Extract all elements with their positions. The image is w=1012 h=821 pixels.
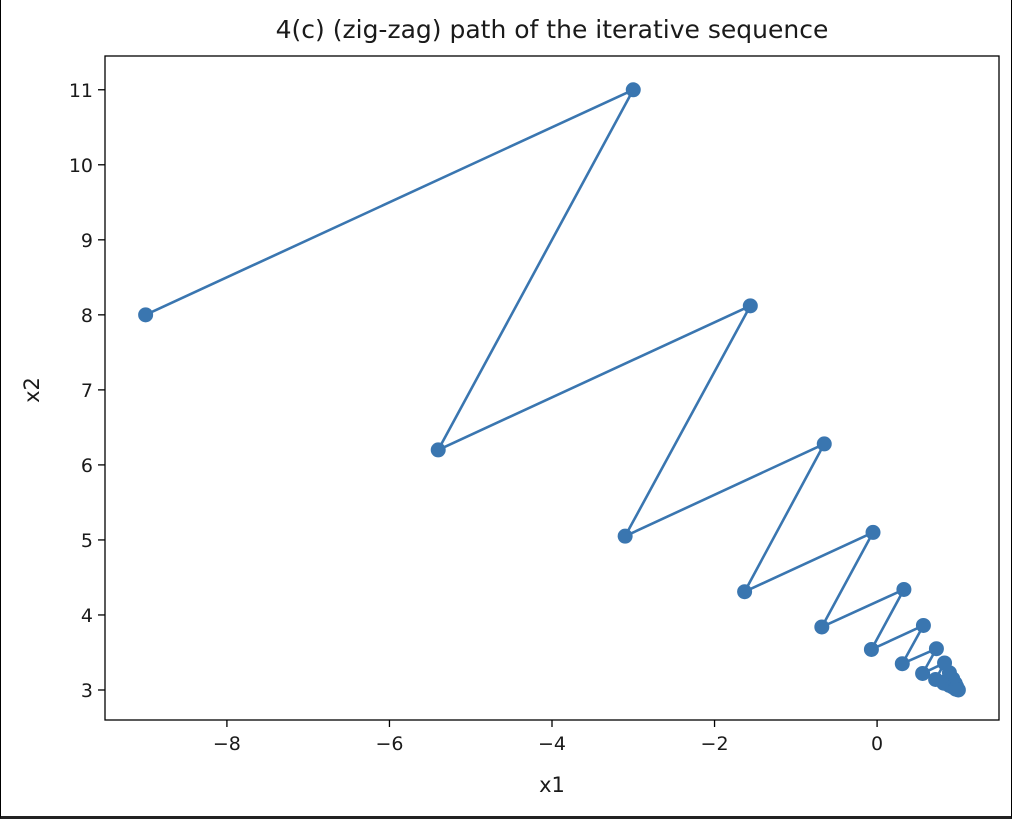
data-point [950, 682, 966, 698]
x-tick-label: 0 [871, 733, 883, 755]
data-point [742, 298, 758, 314]
data-point [617, 528, 633, 544]
data-point [737, 584, 753, 600]
data-point [814, 619, 830, 635]
data-point [625, 82, 641, 98]
x-tick-label: −2 [701, 733, 729, 755]
data-point [896, 581, 912, 597]
x-tick-label: −4 [538, 733, 566, 755]
y-tick-label: 8 [81, 305, 93, 327]
x-tick-label: −6 [375, 733, 403, 755]
y-tick-label: 9 [81, 230, 93, 252]
y-tick-label: 7 [81, 380, 93, 402]
y-tick-label: 10 [69, 155, 93, 177]
axis-ticks: −8 −6 −4 −2 0 3 4 5 6 7 8 9 10 11 [69, 80, 883, 755]
plot-area [104, 55, 1000, 721]
data-point [430, 442, 446, 458]
y-tick-label: 4 [81, 605, 93, 627]
x-tick-label: −8 [213, 733, 241, 755]
y-tick-label: 11 [69, 80, 93, 102]
y-tick-label: 3 [81, 680, 93, 702]
y-tick-label: 6 [81, 455, 93, 477]
data-point [894, 656, 910, 672]
data-point [915, 617, 931, 633]
data-point [928, 641, 944, 657]
data-point [865, 524, 881, 540]
y-tick-label: 5 [81, 530, 93, 552]
data-point [863, 641, 879, 657]
data-point [816, 436, 832, 452]
chart-title: 4(c) (zig-zag) path of the iterative seq… [276, 15, 829, 44]
x-axis-label: x1 [539, 773, 565, 797]
data-point [915, 665, 931, 681]
data-marks [138, 82, 966, 698]
data-point [138, 307, 154, 323]
y-axis-label: x2 [20, 377, 44, 403]
